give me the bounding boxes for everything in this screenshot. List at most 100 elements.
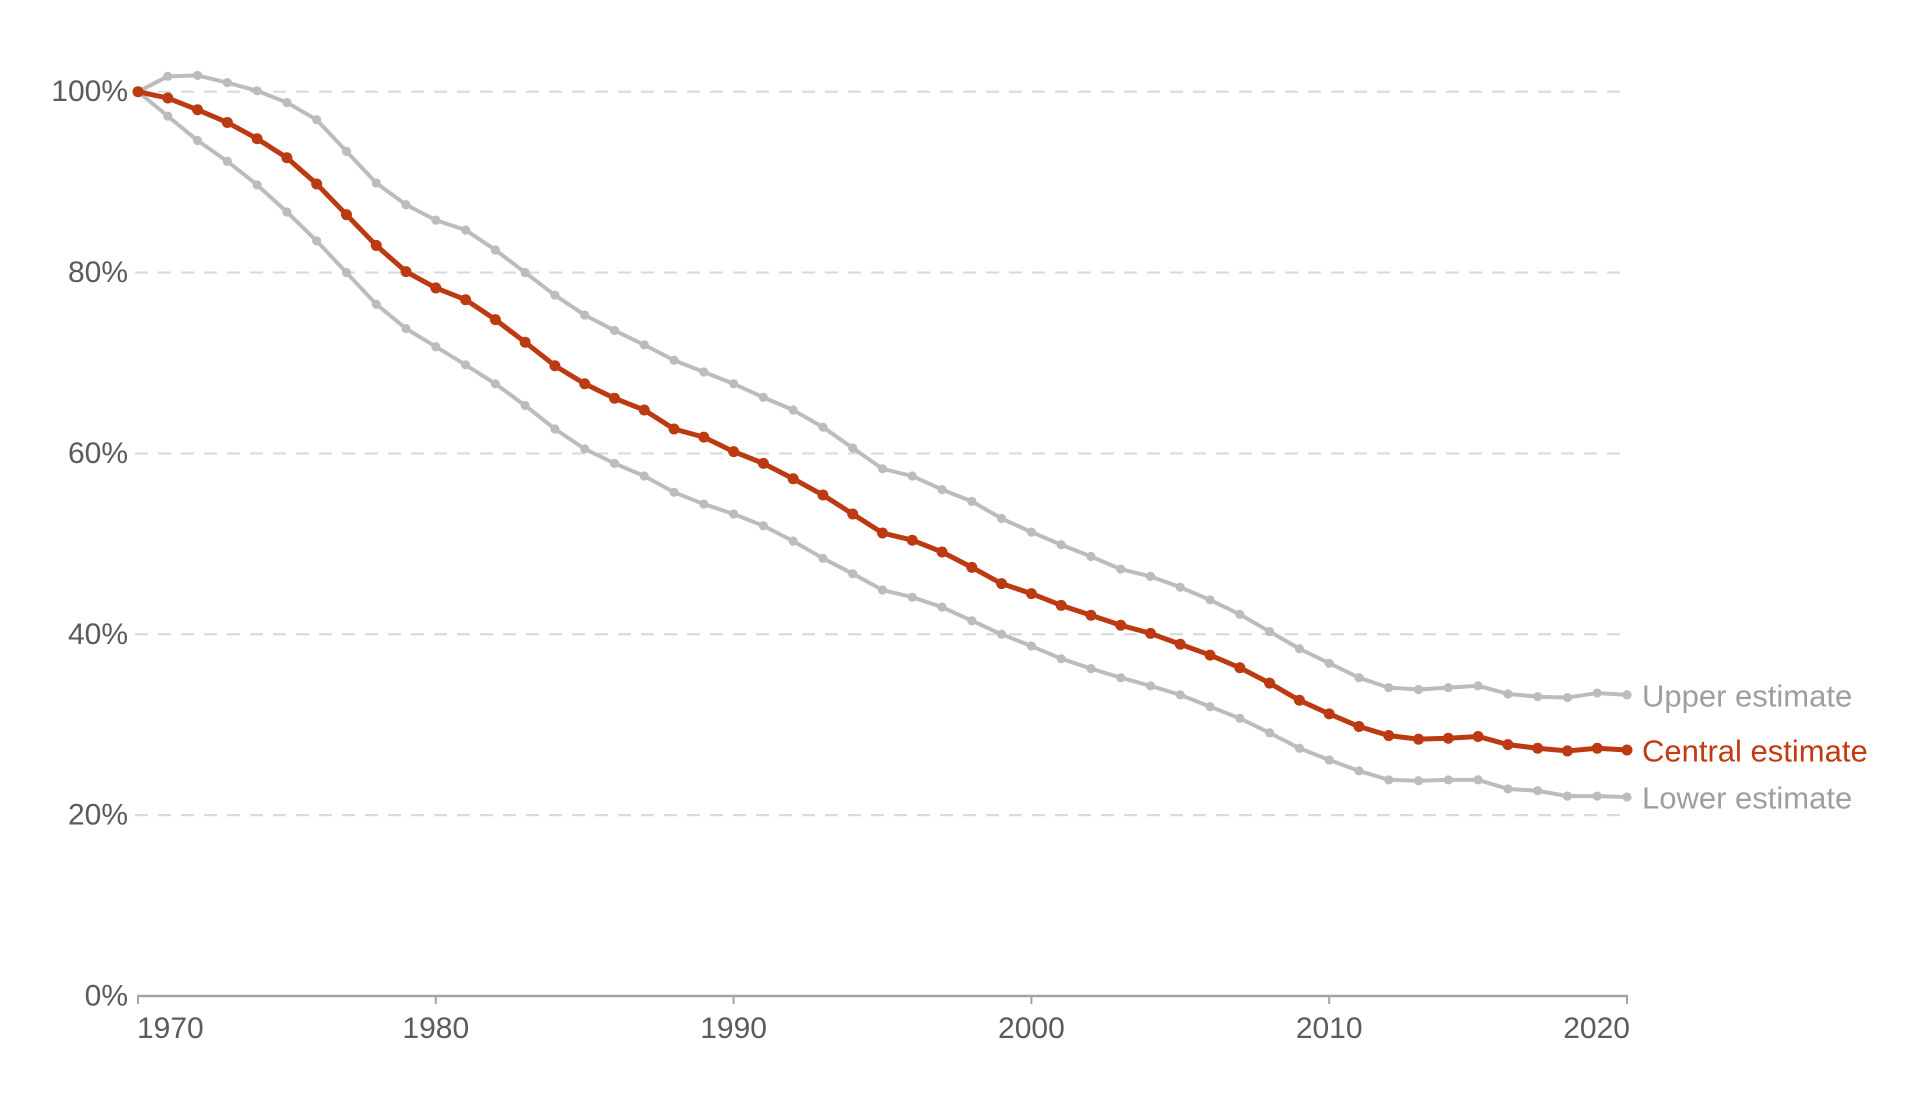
data-point[interactable] — [520, 400, 530, 411]
data-point[interactable] — [489, 314, 501, 326]
data-point[interactable] — [1502, 739, 1514, 751]
data-point[interactable] — [877, 585, 888, 595]
data-point[interactable] — [818, 553, 828, 563]
data-point[interactable] — [162, 92, 174, 104]
series-label-upper-estimate[interactable]: Upper estimate — [1642, 678, 1852, 713]
data-point[interactable] — [1116, 673, 1126, 683]
data-point[interactable] — [341, 146, 352, 156]
data-point[interactable] — [817, 489, 829, 501]
data-point[interactable] — [401, 200, 411, 210]
data-point[interactable] — [1116, 564, 1126, 574]
data-point[interactable] — [1294, 644, 1305, 654]
data-point[interactable] — [1205, 702, 1215, 712]
data-point[interactable] — [728, 446, 740, 458]
data-point[interactable] — [132, 86, 144, 98]
data-point[interactable] — [729, 509, 739, 519]
data-point[interactable] — [1592, 791, 1602, 801]
data-point[interactable] — [1293, 694, 1305, 706]
data-point[interactable] — [371, 299, 381, 309]
data-point[interactable] — [699, 499, 709, 509]
data-point[interactable] — [1533, 786, 1543, 796]
data-point[interactable] — [669, 355, 679, 365]
data-point[interactable] — [1174, 638, 1186, 650]
data-point[interactable] — [430, 282, 442, 294]
data-point[interactable] — [758, 392, 768, 402]
data-point[interactable] — [371, 178, 381, 188]
data-point[interactable] — [1384, 775, 1394, 785]
data-point[interactable] — [1503, 689, 1513, 699]
data-point[interactable] — [1622, 792, 1632, 802]
data-point[interactable] — [251, 133, 263, 145]
data-point[interactable] — [1265, 626, 1275, 637]
data-point[interactable] — [1026, 527, 1036, 537]
data-point[interactable] — [1354, 766, 1364, 776]
data-point[interactable] — [1055, 599, 1067, 611]
data-point[interactable] — [1056, 540, 1066, 550]
data-point[interactable] — [1443, 683, 1453, 693]
data-point[interactable] — [1413, 684, 1424, 695]
data-point[interactable] — [1621, 744, 1633, 756]
data-point[interactable] — [758, 521, 768, 531]
data-point[interactable] — [1175, 582, 1185, 592]
data-point[interactable] — [1562, 692, 1573, 703]
data-point[interactable] — [550, 290, 560, 300]
series-line-upper-estimate[interactable] — [136, 73, 1629, 700]
data-point[interactable] — [1056, 654, 1066, 664]
data-point[interactable] — [401, 324, 411, 334]
data-point[interactable] — [668, 423, 680, 435]
data-point[interactable] — [1204, 649, 1216, 661]
data-point[interactable] — [698, 431, 710, 443]
data-point[interactable] — [906, 534, 918, 546]
data-point[interactable] — [1442, 732, 1454, 744]
data-point[interactable] — [192, 70, 203, 81]
data-point[interactable] — [1085, 609, 1097, 621]
data-point[interactable] — [997, 629, 1007, 639]
data-point[interactable] — [163, 71, 173, 81]
data-point[interactable] — [1235, 609, 1245, 619]
data-point[interactable] — [907, 471, 917, 481]
data-point[interactable] — [729, 379, 739, 389]
data-point[interactable] — [340, 209, 352, 221]
data-point[interactable] — [967, 496, 977, 506]
data-point[interactable] — [907, 592, 917, 602]
data-point[interactable] — [848, 569, 858, 579]
data-point[interactable] — [192, 104, 204, 116]
data-point[interactable] — [252, 86, 262, 96]
data-point[interactable] — [1145, 681, 1156, 691]
data-point[interactable] — [937, 484, 947, 495]
data-point[interactable] — [163, 111, 173, 121]
data-point[interactable] — [1235, 713, 1245, 723]
data-point[interactable] — [966, 561, 978, 573]
data-point[interactable] — [1443, 775, 1453, 785]
series-label-central-estimate[interactable]: Central estimate — [1642, 734, 1868, 769]
data-point[interactable] — [490, 245, 500, 255]
data-point[interactable] — [1473, 681, 1483, 691]
data-point[interactable] — [580, 444, 590, 454]
data-point[interactable] — [1472, 730, 1484, 742]
data-point[interactable] — [520, 267, 530, 278]
data-point[interactable] — [222, 78, 232, 88]
data-point[interactable] — [788, 405, 798, 415]
data-point[interactable] — [1353, 721, 1365, 733]
data-point[interactable] — [1532, 742, 1544, 754]
data-point[interactable] — [460, 225, 471, 235]
data-point[interactable] — [609, 458, 620, 468]
data-point[interactable] — [431, 215, 441, 225]
data-point[interactable] — [699, 367, 709, 377]
data-point[interactable] — [1533, 692, 1543, 702]
data-point[interactable] — [1324, 658, 1334, 668]
data-point[interactable] — [312, 115, 322, 125]
data-point[interactable] — [519, 336, 531, 348]
data-point[interactable] — [787, 473, 799, 485]
data-point[interactable] — [1591, 742, 1603, 754]
data-point[interactable] — [460, 294, 472, 306]
data-point[interactable] — [1145, 627, 1157, 639]
data-point[interactable] — [936, 546, 948, 558]
data-point[interactable] — [1086, 664, 1096, 674]
data-point[interactable] — [431, 342, 441, 352]
data-point[interactable] — [1354, 673, 1364, 683]
data-point[interactable] — [1294, 743, 1305, 753]
data-point[interactable] — [1622, 690, 1632, 700]
data-point[interactable] — [1503, 784, 1513, 794]
series-line-central-estimate[interactable] — [135, 89, 1630, 754]
